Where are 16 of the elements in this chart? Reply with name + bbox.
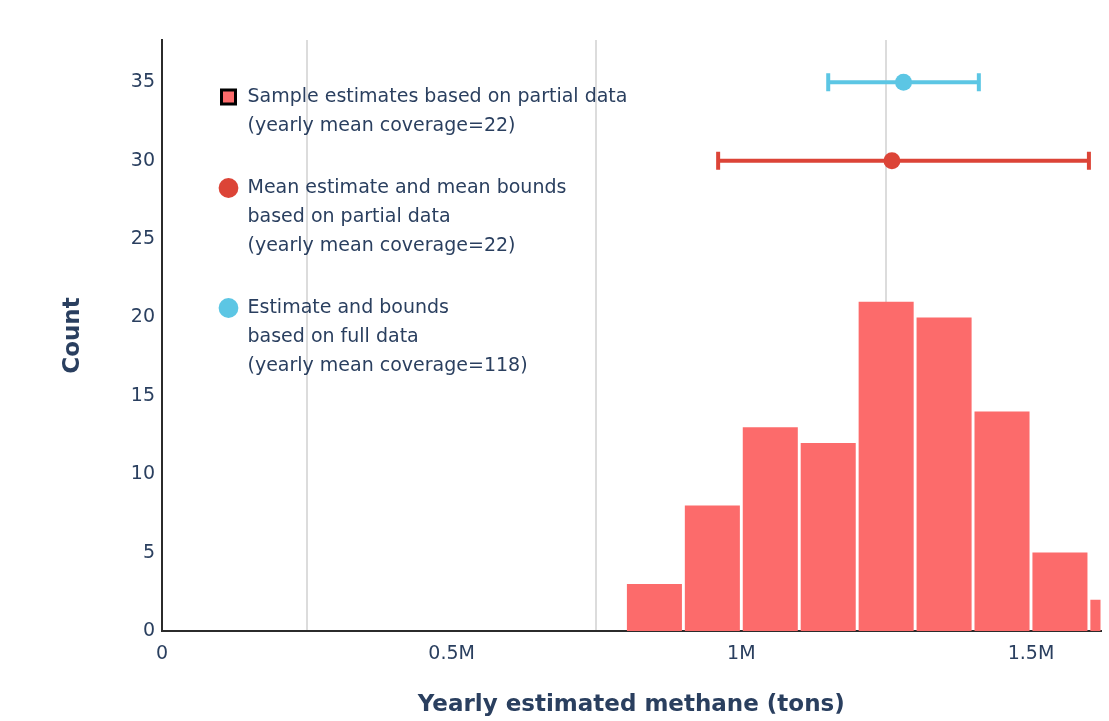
x-tick-label: 1M [727, 641, 756, 664]
legend-label: Estimate and bounds based on full data (yearly mean coverage=118) [247, 294, 528, 375]
x-tick-label: 1.5M [1007, 641, 1055, 664]
legend-label: Sample estimates based on partial data (yearly mean coverage=22) [247, 83, 628, 135]
y-tick-label: 10 [130, 461, 155, 484]
x-tick-label: 0.5M [428, 641, 475, 664]
y-tick-label: 25 [130, 226, 155, 249]
y-tick-label: 0 [142, 617, 155, 640]
y-tick-label: 30 [130, 147, 155, 170]
y-axis-title: Count [57, 297, 84, 374]
y-tick-label: 35 [130, 69, 155, 92]
y-tick-label: 5 [142, 539, 155, 562]
legend-label: Mean estimate and mean bounds based on partial data (yearly mean coverage=22) [247, 174, 567, 255]
x-axis-title: Yearly estimated methane (tons) [416, 690, 845, 717]
y-tick-label: 15 [130, 382, 155, 405]
y-tick-label: 20 [130, 304, 155, 327]
